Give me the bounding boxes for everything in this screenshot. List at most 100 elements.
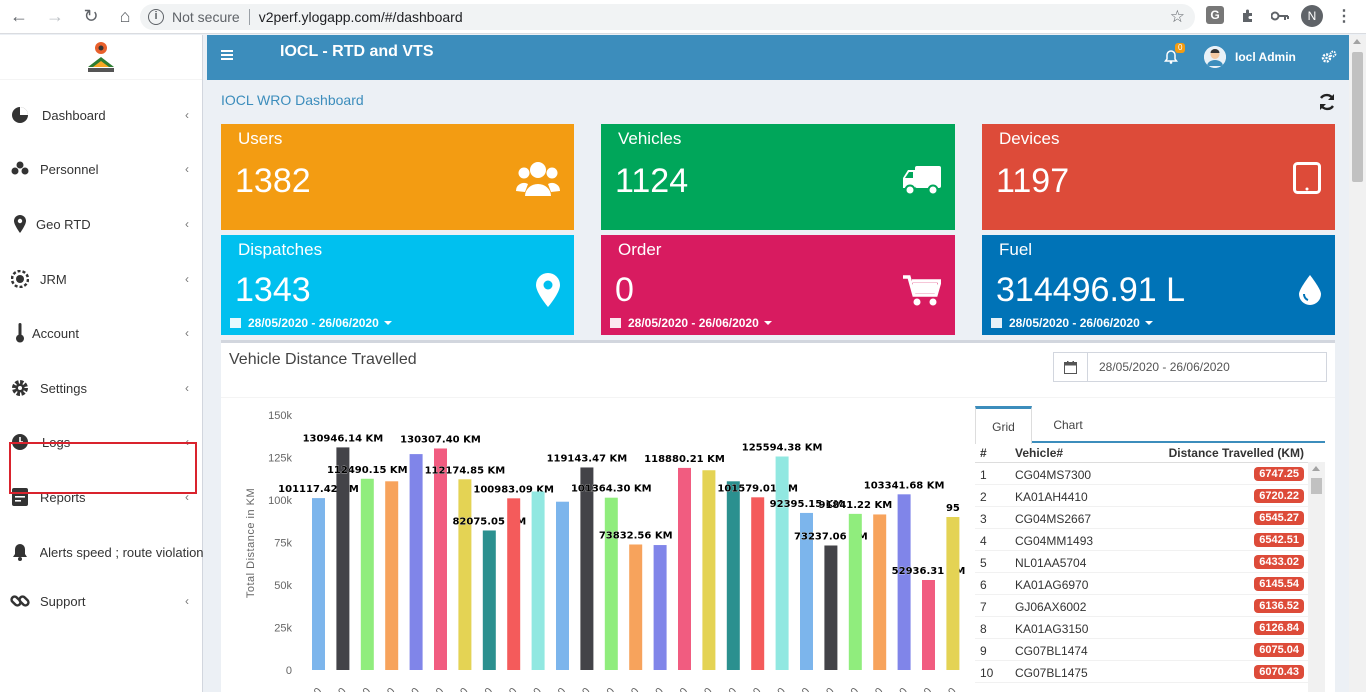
- date-range-picker[interactable]: 28/05/2020 - 26/06/2020: [1053, 352, 1327, 382]
- map-marker-icon: [10, 214, 30, 234]
- x-tick-label: 2020: [494, 686, 520, 692]
- vehicles-box[interactable]: Vehicles 1124: [601, 124, 955, 230]
- y-tick-label: 75k: [274, 538, 292, 550]
- table-row[interactable]: 1 CG04MS7300 6747.25: [975, 463, 1308, 485]
- gears-icon[interactable]: [1321, 50, 1337, 64]
- address-bar[interactable]: i Not secure v2perf.ylogapp.com/#/dashbo…: [140, 4, 1195, 30]
- dashboard-icon: [10, 105, 30, 125]
- order-box[interactable]: Order 0 28/05/2020 - 26/06/2020: [601, 235, 955, 335]
- table-row[interactable]: 8 KA01AG3150 6126.84: [975, 617, 1308, 639]
- data-label: 101364.30 KM: [571, 484, 652, 495]
- date-filter[interactable]: 28/05/2020 - 26/06/2020: [991, 316, 1153, 330]
- divider: [221, 397, 1335, 398]
- x-tick-label: 2020: [592, 686, 618, 692]
- sidebar-item-account[interactable]: Account ‹: [0, 315, 203, 351]
- table-row[interactable]: 9 CG07BL1474 6075.04: [975, 639, 1308, 661]
- bar: [678, 467, 691, 670]
- row-index: 6: [980, 578, 987, 592]
- date-filter[interactable]: 28/05/2020 - 26/06/2020: [610, 316, 772, 330]
- reload-icon[interactable]: ↻: [83, 6, 99, 26]
- devices-box[interactable]: Devices 1197: [982, 124, 1335, 230]
- url-text[interactable]: v2perf.ylogapp.com/#/dashboard: [258, 9, 463, 25]
- home-icon[interactable]: ⌂: [119, 6, 131, 26]
- table-row[interactable]: 5 NL01AA5704 6433.02: [975, 551, 1308, 573]
- box-title: Order: [618, 240, 662, 259]
- forward-arrow-icon[interactable]: →: [46, 6, 64, 26]
- data-label: 101579.01 KM: [717, 483, 798, 494]
- refresh-icon[interactable]: [1318, 93, 1336, 111]
- row-index: 3: [980, 512, 987, 526]
- distance-bar-chart: 0 25k 50k 75k 100k 125k 150k Total Distance in …: [245, 410, 966, 692]
- date-range-text: 28/05/2020 - 26/06/2020: [248, 316, 379, 330]
- avatar[interactable]: [1204, 46, 1226, 68]
- box-value: 314496.91 L: [996, 271, 1186, 309]
- user-name[interactable]: Iocl Admin: [1235, 50, 1296, 64]
- x-tick-label: 2020: [860, 686, 886, 692]
- kebab-menu-icon[interactable]: ⋮: [1336, 8, 1352, 25]
- page-scrollbar[interactable]: [1349, 35, 1366, 692]
- sidebar-item-label: Settings: [40, 380, 87, 396]
- box-title: Users: [238, 129, 283, 148]
- page-scrollbar-thumb[interactable]: [1352, 52, 1363, 182]
- calendar-icon: [991, 318, 1002, 328]
- users-box[interactable]: Users 1382: [221, 124, 574, 230]
- chevron-left-icon: ‹: [185, 162, 189, 176]
- table-row[interactable]: 4 CG04MM1493 6542.51: [975, 529, 1308, 551]
- star-icon[interactable]: ☆: [1169, 7, 1185, 26]
- grid-scrollbar[interactable]: [1308, 462, 1325, 692]
- sidebar-item-jrm[interactable]: JRM ‹: [0, 261, 203, 297]
- bar: [604, 497, 618, 670]
- extension-g-icon[interactable]: G: [1206, 6, 1224, 24]
- table-row[interactable]: 3 CG04MS2667 6545.27: [975, 507, 1308, 529]
- logo-area: [0, 35, 202, 80]
- divider: [248, 9, 250, 25]
- table-row[interactable]: 10 CG07BL1475 6070.43: [975, 661, 1308, 683]
- date-range-text: 28/05/2020 - 26/06/2020: [1009, 316, 1140, 330]
- data-label: 82075.05 KM: [452, 516, 526, 527]
- tab-chart[interactable]: Chart: [1053, 417, 1083, 432]
- thermometer-icon: [10, 323, 30, 343]
- sidebar-item-alerts[interactable]: Alerts speed ; route violation;: [0, 534, 203, 570]
- back-arrow-icon[interactable]: ←: [10, 6, 28, 26]
- fuel-box[interactable]: Fuel 314496.91 L 28/05/2020 - 26/06/2020: [982, 235, 1335, 335]
- x-tick-label: 2020: [616, 686, 642, 692]
- dispatches-box[interactable]: Dispatches 1343 28/05/2020 - 26/06/2020: [221, 235, 574, 335]
- bar: [336, 447, 350, 670]
- x-tick-label: 2020: [640, 686, 666, 692]
- bar: [751, 497, 765, 670]
- bar: [775, 456, 789, 670]
- row-vehicle: CG04MS2667: [1015, 512, 1092, 526]
- notification-bell-icon[interactable]: [1164, 50, 1178, 64]
- sidebar-item-dashboard[interactable]: Dashboard ‹: [0, 97, 203, 133]
- bar: [629, 544, 643, 670]
- browser-toolbar: ← → ↻ ⌂ i Not secure v2perf.ylogapp.com/…: [0, 0, 1366, 34]
- row-distance-badge: 6545.27: [1254, 511, 1304, 525]
- x-tick-label: 2020: [665, 686, 691, 692]
- chevron-left-icon: ‹: [185, 272, 189, 286]
- table-row[interactable]: 2 KA01AH4410 6720.22: [975, 485, 1308, 507]
- grid-scrollbar-thumb[interactable]: [1311, 478, 1322, 494]
- tab-grid[interactable]: Grid: [975, 406, 1032, 444]
- profile-avatar[interactable]: N: [1301, 5, 1323, 27]
- sidebar-item-label: Dashboard: [42, 107, 106, 123]
- box-title: Devices: [999, 129, 1060, 148]
- sidebar-item-geo-rtd[interactable]: Geo RTD ‹: [0, 206, 203, 242]
- sidebar-item-support[interactable]: Support ‹: [0, 583, 203, 619]
- sidebar-item-personnel[interactable]: Personnel ‹: [0, 151, 203, 187]
- data-label: 112174.85 KM: [425, 465, 506, 476]
- hamburger-menu-icon[interactable]: [221, 50, 233, 60]
- x-tick-label: 2020: [396, 686, 422, 692]
- box-value: 1382: [235, 162, 311, 200]
- row-index: 7: [980, 600, 987, 614]
- sidebar-item-settings[interactable]: Settings ‹: [0, 370, 203, 406]
- info-icon[interactable]: i: [148, 9, 164, 25]
- date-filter[interactable]: 28/05/2020 - 26/06/2020: [230, 316, 392, 330]
- table-row[interactable]: 6 KA01AG6970 6145.54: [975, 573, 1308, 595]
- bar: [848, 513, 862, 670]
- x-tick-label: 2020: [323, 686, 349, 692]
- table-row[interactable]: 7 GJ06AX6002 6136.52: [975, 595, 1308, 617]
- scroll-up-arrow[interactable]: [1312, 466, 1320, 471]
- scroll-up-arrow[interactable]: [1353, 39, 1361, 44]
- key-icon[interactable]: [1270, 6, 1290, 26]
- extensions-icon[interactable]: [1238, 6, 1258, 26]
